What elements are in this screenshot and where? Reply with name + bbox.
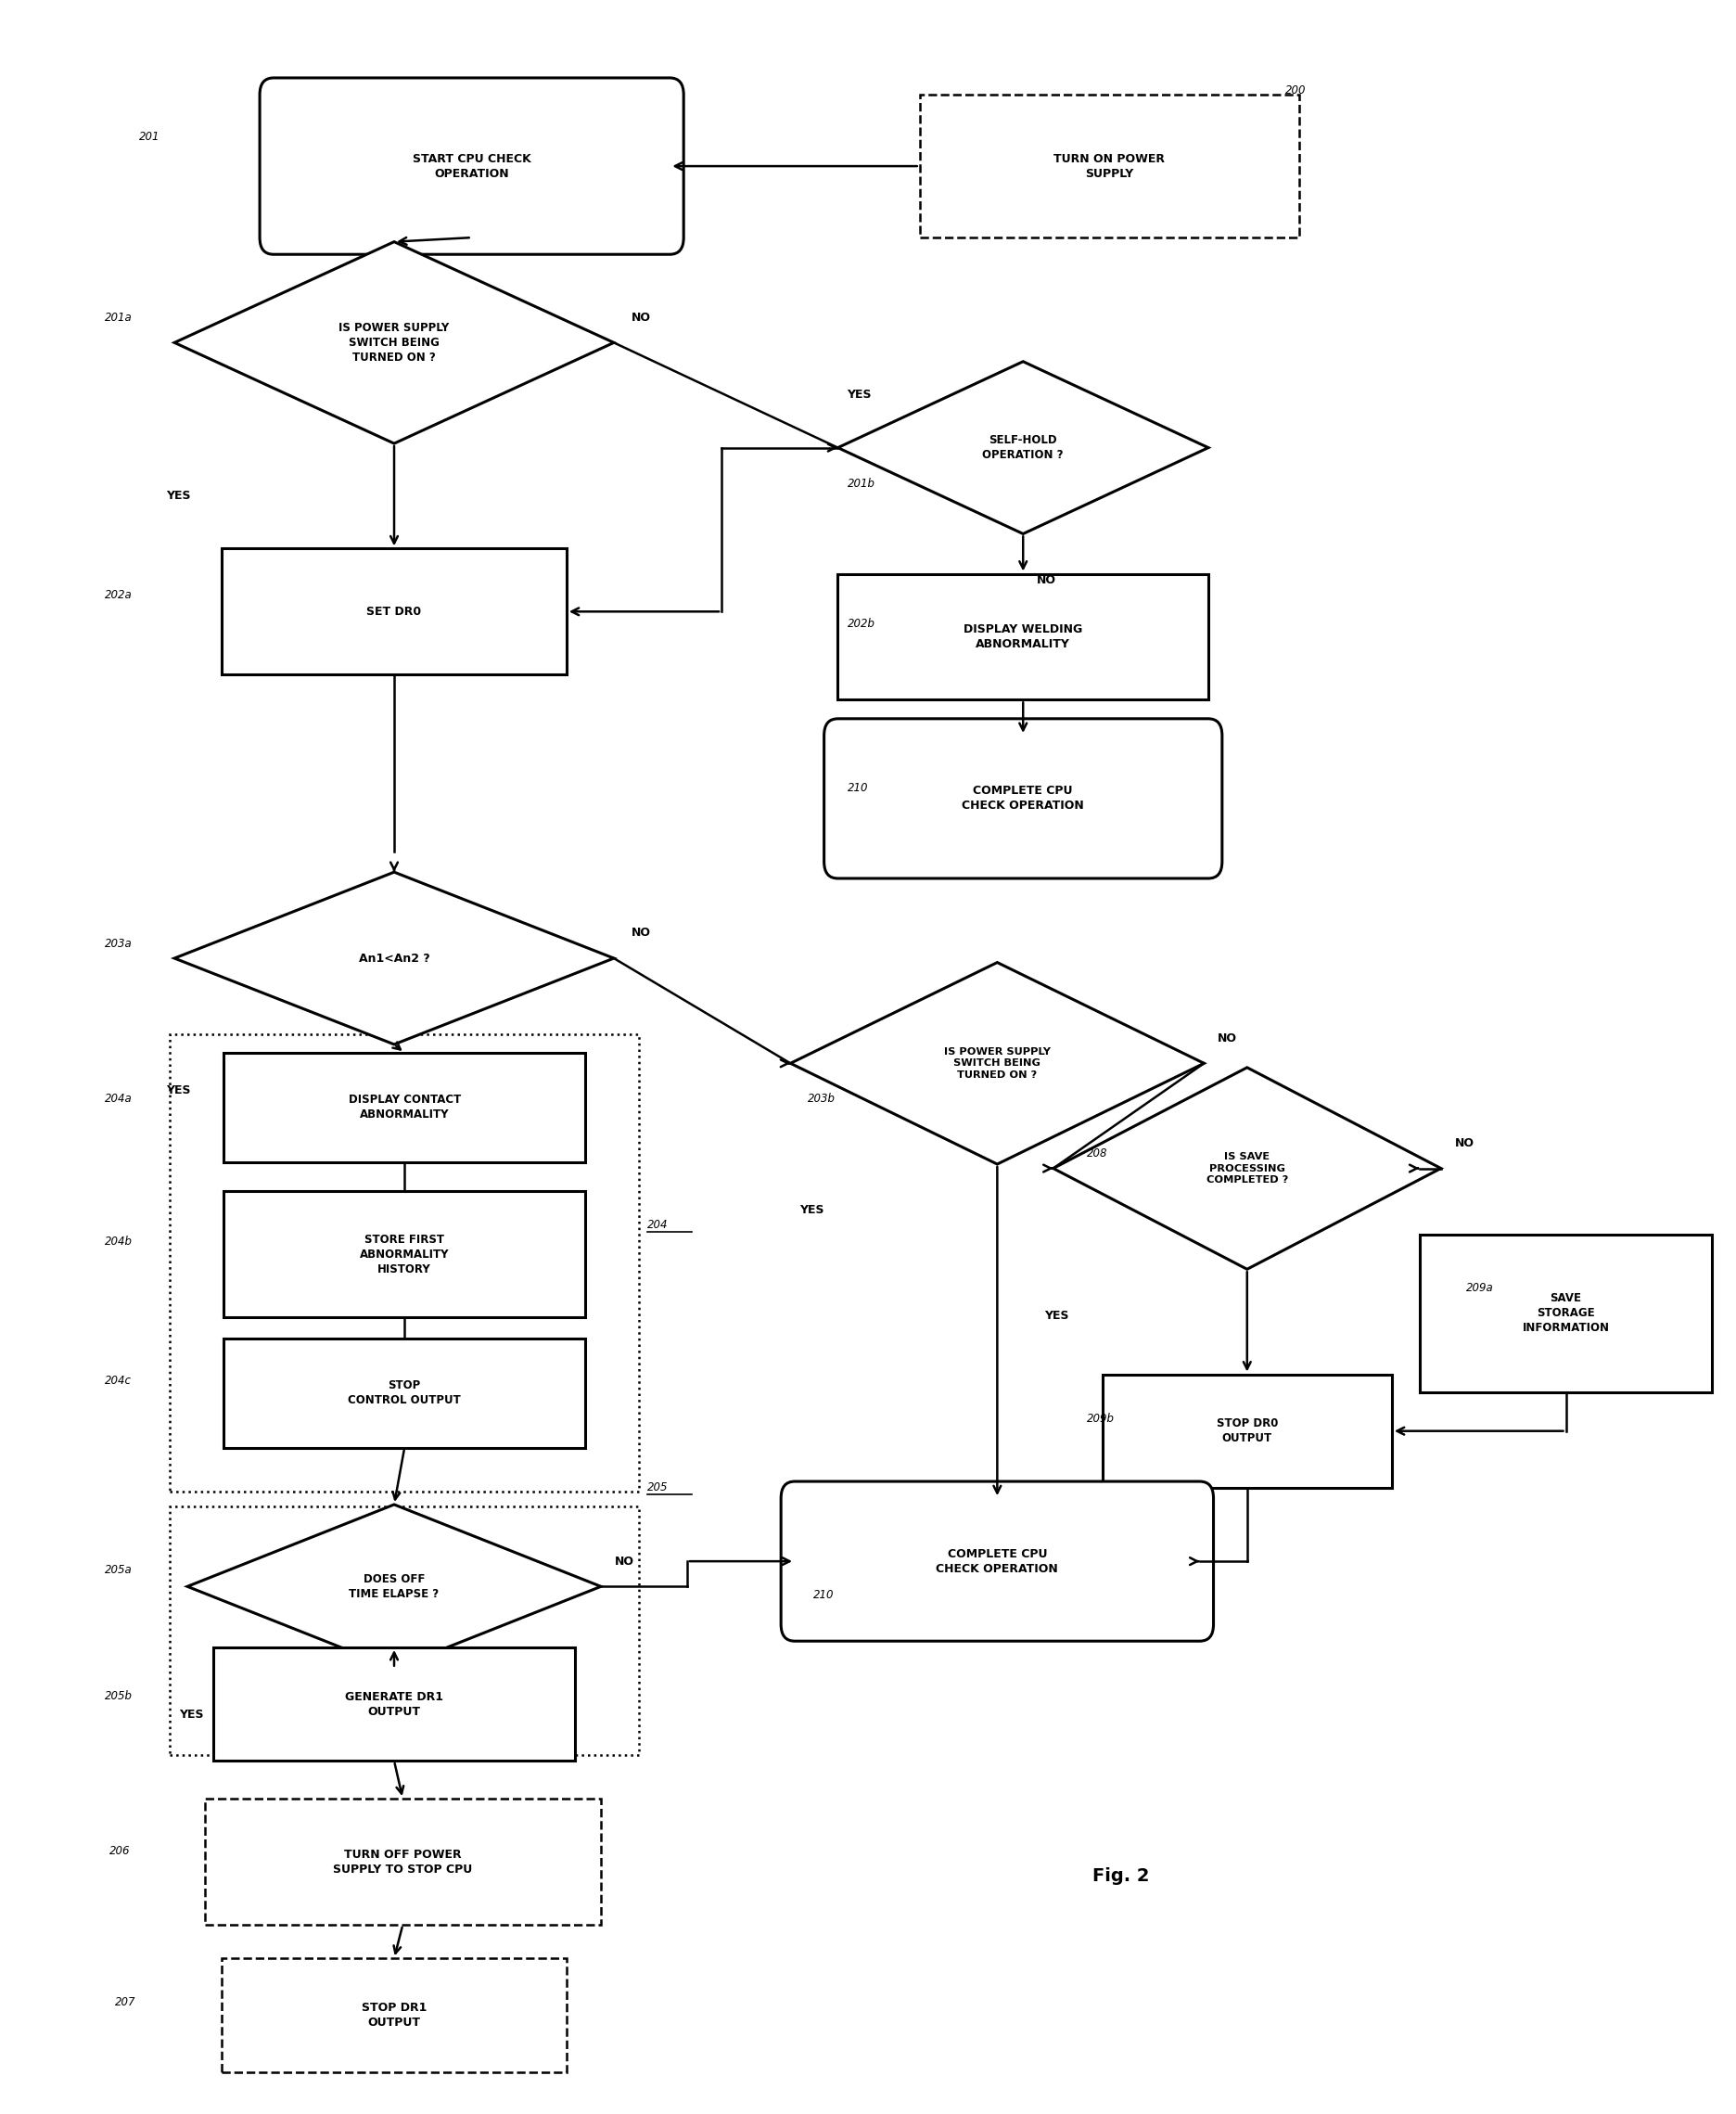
Bar xyxy=(224,1192,585,1317)
Text: 209a: 209a xyxy=(1465,1281,1493,1294)
Text: COMPLETE CPU
CHECK OPERATION: COMPLETE CPU CHECK OPERATION xyxy=(962,784,1085,812)
Text: NO: NO xyxy=(632,311,651,323)
Text: 205b: 205b xyxy=(104,1689,132,1702)
Text: SAVE
STORAGE
INFORMATION: SAVE STORAGE INFORMATION xyxy=(1522,1292,1609,1334)
Text: 202b: 202b xyxy=(847,617,875,630)
Bar xyxy=(1420,1235,1712,1393)
Text: COMPLETE CPU
CHECK OPERATION: COMPLETE CPU CHECK OPERATION xyxy=(936,1547,1059,1575)
Polygon shape xyxy=(174,873,615,1044)
Text: IS POWER SUPPLY
SWITCH BEING
TURNED ON ?: IS POWER SUPPLY SWITCH BEING TURNED ON ? xyxy=(944,1046,1050,1080)
Bar xyxy=(920,95,1299,237)
Bar xyxy=(224,1053,585,1163)
Bar xyxy=(214,1647,575,1761)
Bar xyxy=(222,1958,566,2072)
Bar xyxy=(838,573,1208,700)
Bar xyxy=(1102,1374,1392,1488)
Text: TURN ON POWER
SUPPLY: TURN ON POWER SUPPLY xyxy=(1054,152,1165,180)
Text: YES: YES xyxy=(167,490,191,501)
Bar xyxy=(224,1338,585,1448)
Polygon shape xyxy=(838,361,1208,535)
Text: IS POWER SUPPLY
SWITCH BEING
TURNED ON ?: IS POWER SUPPLY SWITCH BEING TURNED ON ? xyxy=(339,321,450,364)
Text: 202a: 202a xyxy=(104,588,132,600)
Text: 208: 208 xyxy=(1087,1148,1108,1161)
Text: YES: YES xyxy=(179,1708,203,1721)
Polygon shape xyxy=(187,1505,601,1668)
Text: An1<An2 ?: An1<An2 ? xyxy=(359,951,431,964)
Text: 210: 210 xyxy=(847,782,868,795)
FancyBboxPatch shape xyxy=(825,719,1222,879)
Polygon shape xyxy=(1054,1068,1441,1268)
Text: 200: 200 xyxy=(1285,85,1305,97)
Text: Fig. 2: Fig. 2 xyxy=(1092,1867,1149,1886)
FancyBboxPatch shape xyxy=(260,78,684,254)
Text: 204c: 204c xyxy=(104,1374,132,1387)
Text: 201b: 201b xyxy=(847,478,875,490)
Text: YES: YES xyxy=(799,1205,823,1216)
Text: 210: 210 xyxy=(812,1590,833,1600)
Text: IS SAVE
PROCESSING
COMPLETED ?: IS SAVE PROCESSING COMPLETED ? xyxy=(1207,1152,1288,1184)
Text: 203b: 203b xyxy=(807,1093,835,1106)
Text: STORE FIRST
ABNORMALITY
HISTORY: STORE FIRST ABNORMALITY HISTORY xyxy=(359,1235,450,1275)
Text: 203a: 203a xyxy=(104,937,132,949)
Text: 204a: 204a xyxy=(104,1093,132,1106)
Text: DISPLAY WELDING
ABNORMALITY: DISPLAY WELDING ABNORMALITY xyxy=(963,624,1083,651)
Text: STOP
CONTROL OUTPUT: STOP CONTROL OUTPUT xyxy=(347,1380,462,1406)
Text: STOP DR0
OUTPUT: STOP DR0 OUTPUT xyxy=(1217,1418,1278,1444)
Text: 206: 206 xyxy=(109,1846,130,1858)
Text: YES: YES xyxy=(1045,1309,1069,1321)
Polygon shape xyxy=(790,962,1205,1165)
Text: YES: YES xyxy=(847,389,871,402)
Text: YES: YES xyxy=(167,1084,191,1097)
Text: NO: NO xyxy=(615,1556,634,1566)
Text: 205a: 205a xyxy=(104,1564,132,1575)
Text: SET DR0: SET DR0 xyxy=(366,605,422,617)
Text: DISPLAY CONTACT
ABNORMALITY: DISPLAY CONTACT ABNORMALITY xyxy=(349,1093,460,1120)
Text: 205: 205 xyxy=(648,1482,668,1495)
Text: 201a: 201a xyxy=(104,311,132,323)
Text: 204b: 204b xyxy=(104,1237,132,1247)
Text: 207: 207 xyxy=(115,1996,135,2008)
Text: 209b: 209b xyxy=(1087,1412,1115,1425)
Text: DOES OFF
TIME ELAPSE ?: DOES OFF TIME ELAPSE ? xyxy=(349,1573,439,1600)
Bar xyxy=(205,1799,601,1924)
Text: GENERATE DR1
OUTPUT: GENERATE DR1 OUTPUT xyxy=(345,1691,443,1717)
Text: SELF-HOLD
OPERATION ?: SELF-HOLD OPERATION ? xyxy=(983,433,1064,461)
Text: NO: NO xyxy=(1217,1032,1238,1044)
Text: TURN OFF POWER
SUPPLY TO STOP CPU: TURN OFF POWER SUPPLY TO STOP CPU xyxy=(333,1848,472,1875)
Text: NO: NO xyxy=(632,928,651,939)
Text: START CPU CHECK
OPERATION: START CPU CHECK OPERATION xyxy=(413,152,531,180)
Bar xyxy=(170,1507,639,1755)
Text: 204: 204 xyxy=(648,1220,668,1230)
Polygon shape xyxy=(174,241,615,444)
Text: NO: NO xyxy=(1455,1137,1474,1150)
Bar xyxy=(170,1034,639,1492)
Text: NO: NO xyxy=(1036,575,1055,586)
Bar xyxy=(222,548,566,674)
Text: 201: 201 xyxy=(139,131,160,144)
Text: STOP DR1
OUTPUT: STOP DR1 OUTPUT xyxy=(361,2002,427,2029)
FancyBboxPatch shape xyxy=(781,1482,1213,1640)
